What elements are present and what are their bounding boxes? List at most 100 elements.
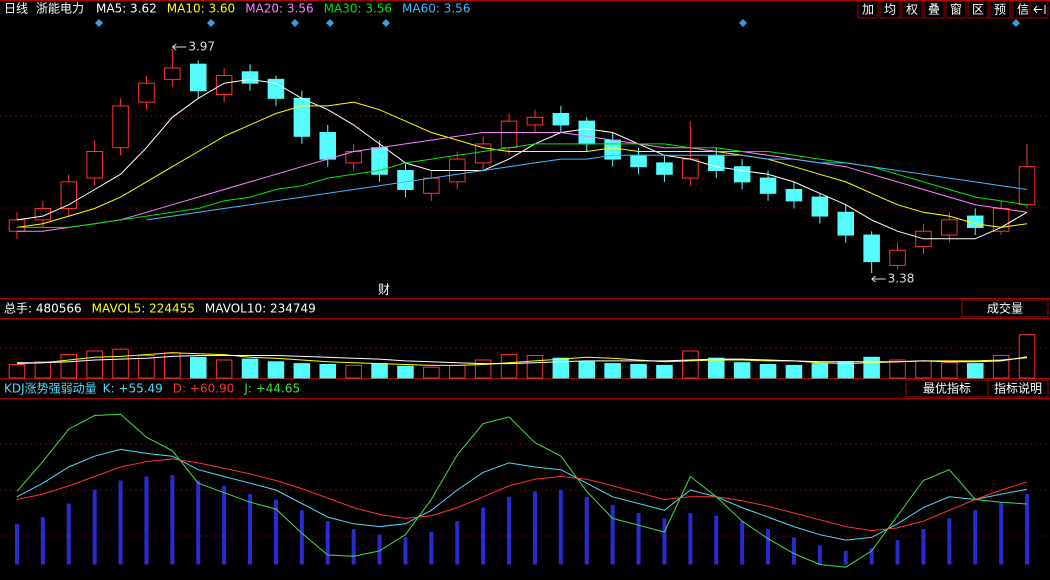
volume-bar bbox=[241, 358, 259, 379]
low-arrow bbox=[871, 275, 886, 283]
momentum-bar bbox=[144, 476, 149, 565]
momentum-bar bbox=[558, 490, 563, 565]
toolbar-label[interactable]: 均 bbox=[884, 3, 896, 17]
momentum-bar bbox=[662, 518, 667, 565]
indicator-line bbox=[16, 352, 1028, 366]
volume-bar bbox=[526, 355, 544, 379]
volume-bar bbox=[863, 356, 880, 379]
volume-bar bbox=[966, 363, 984, 379]
momentum-bar bbox=[584, 496, 589, 565]
best-indicator-label[interactable]: 最优指标 bbox=[923, 381, 971, 396]
volume-bar bbox=[707, 357, 725, 379]
volume-bar bbox=[630, 364, 647, 379]
toolbar-label[interactable]: 预 bbox=[994, 3, 1006, 17]
toolbar-label[interactable]: 叠 bbox=[928, 3, 940, 17]
momentum-bar bbox=[610, 504, 615, 565]
momentum-bar bbox=[636, 513, 641, 565]
event-marker[interactable] bbox=[95, 19, 103, 27]
volume-bar bbox=[293, 363, 311, 379]
toolbar-button[interactable] bbox=[989, 0, 1011, 19]
toolbar-button[interactable] bbox=[857, 0, 879, 19]
volume-bar bbox=[371, 363, 388, 379]
candle-body bbox=[682, 158, 699, 179]
momentum-bar bbox=[429, 531, 434, 565]
volume-bar bbox=[941, 362, 958, 379]
momentum-bar bbox=[688, 513, 693, 565]
momentum-bar bbox=[1025, 494, 1030, 565]
volume-bar bbox=[423, 366, 440, 379]
toolbar-label[interactable]: 区 bbox=[972, 3, 984, 17]
candle-body bbox=[656, 162, 673, 175]
high-arrow bbox=[172, 43, 187, 51]
volume-bar bbox=[1018, 334, 1036, 379]
volume-bar bbox=[60, 354, 78, 379]
indicator-line bbox=[16, 413, 1028, 568]
legend-entry: MA10: 3.60 bbox=[167, 2, 235, 16]
event-marker[interactable] bbox=[739, 19, 747, 27]
toolbar-button[interactable] bbox=[901, 0, 923, 19]
momentum-bar bbox=[817, 545, 822, 565]
momentum-bar bbox=[921, 529, 926, 565]
volume-button-label[interactable]: 成交量 bbox=[987, 301, 1023, 316]
toolbar-button[interactable] bbox=[967, 0, 989, 19]
volume-bar bbox=[189, 356, 207, 379]
toolbar-label[interactable]: 窗 bbox=[950, 3, 962, 17]
candle-body bbox=[189, 63, 207, 92]
candle-body bbox=[837, 211, 855, 236]
candle-body bbox=[707, 154, 725, 171]
candle-body bbox=[526, 116, 544, 126]
legend-entry: MA30: 3.56 bbox=[324, 2, 392, 16]
candle-body bbox=[630, 154, 647, 168]
legend-entry: MA5: 3.62 bbox=[96, 2, 157, 16]
legend-entry: MAVOL5: 224455 bbox=[92, 302, 195, 316]
volume-bar bbox=[682, 350, 699, 379]
momentum-bar bbox=[532, 491, 537, 565]
event-marker[interactable] bbox=[207, 19, 215, 27]
momentum-bar bbox=[325, 521, 330, 565]
momentum-bar bbox=[66, 503, 71, 565]
momentum-bar bbox=[403, 537, 408, 565]
candle-body bbox=[500, 120, 518, 149]
momentum-bar bbox=[869, 548, 874, 565]
candle-body bbox=[552, 113, 570, 126]
toolbar-button[interactable] bbox=[879, 0, 901, 19]
momentum-bar bbox=[299, 510, 304, 565]
momentum-bar bbox=[999, 502, 1004, 565]
volume-bar bbox=[889, 359, 906, 379]
volume-bar bbox=[345, 364, 362, 379]
volume-bar bbox=[811, 363, 829, 379]
finance-marker[interactable]: 财 bbox=[378, 283, 390, 297]
stock-name: 浙能电力 bbox=[36, 2, 84, 16]
volume-bar bbox=[552, 357, 570, 379]
volume-bar bbox=[656, 364, 673, 379]
momentum-bar bbox=[273, 499, 278, 565]
candle-body bbox=[319, 132, 337, 160]
candle-body bbox=[811, 196, 829, 217]
volume-bar bbox=[112, 348, 129, 379]
event-marker[interactable] bbox=[1012, 19, 1020, 27]
momentum-bar bbox=[895, 540, 900, 565]
indicator-help-label[interactable]: 指标说明 bbox=[994, 381, 1042, 396]
volume-bar bbox=[215, 359, 233, 379]
toolbar-button[interactable] bbox=[945, 0, 967, 19]
event-marker[interactable] bbox=[382, 19, 390, 27]
momentum-bar bbox=[455, 521, 460, 565]
toolbar-label[interactable]: 权 bbox=[906, 3, 918, 17]
candle-body bbox=[86, 151, 103, 179]
event-marker[interactable] bbox=[291, 19, 299, 27]
volume-button[interactable] bbox=[961, 299, 1049, 318]
candle-body bbox=[112, 105, 129, 149]
legend-entry: 总手: 480566 bbox=[4, 302, 82, 316]
event-marker[interactable] bbox=[326, 19, 334, 27]
volume-bar bbox=[915, 360, 932, 379]
indicator-help-button[interactable] bbox=[987, 379, 1049, 398]
toolbar-label[interactable]: 加 bbox=[862, 3, 874, 17]
candle-body bbox=[34, 207, 52, 221]
candle-body bbox=[941, 219, 958, 236]
exit-icon bbox=[1033, 5, 1046, 14]
candle-body bbox=[293, 97, 311, 137]
indicator-line bbox=[146, 154, 1028, 221]
momentum-bar bbox=[40, 517, 45, 565]
toolbar-button[interactable] bbox=[923, 0, 945, 19]
period[interactable]: 日线 bbox=[4, 2, 28, 16]
